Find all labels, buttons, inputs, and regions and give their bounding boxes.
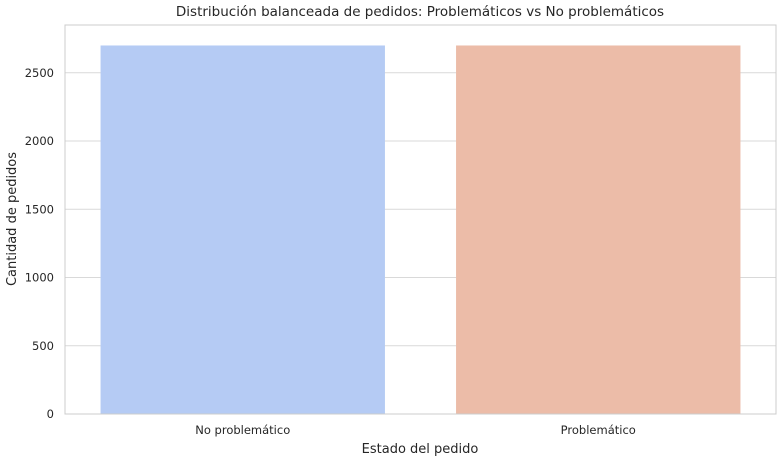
chart-title: Distribución balanceada de pedidos: Prob… — [176, 4, 664, 20]
y-tick-label: 1000 — [25, 271, 54, 285]
x-tick-label: Problemático — [561, 423, 636, 437]
x-axis-ticks: No problemático Problemático — [195, 423, 636, 437]
bar — [456, 45, 740, 414]
x-tick-label: No problemático — [195, 423, 290, 437]
y-axis-ticks: 0 500 1000 1500 2000 2500 — [25, 66, 54, 421]
y-tick-label: 0 — [47, 407, 54, 421]
y-axis-label: Cantidad de pedidos — [5, 152, 20, 286]
bars — [101, 45, 741, 414]
bar — [101, 45, 385, 414]
y-tick-label: 2500 — [25, 66, 54, 80]
x-axis-label: Estado del pedido — [362, 442, 479, 457]
y-tick-label: 1500 — [25, 202, 54, 216]
y-tick-label: 2000 — [25, 134, 54, 148]
y-tick-label: 500 — [32, 339, 54, 353]
